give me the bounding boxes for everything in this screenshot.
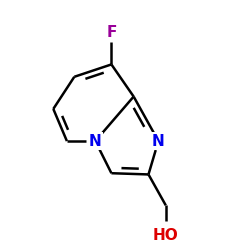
Text: HO: HO (153, 228, 179, 242)
Text: N: N (89, 134, 102, 148)
Text: N: N (152, 134, 165, 148)
Text: F: F (106, 25, 117, 40)
